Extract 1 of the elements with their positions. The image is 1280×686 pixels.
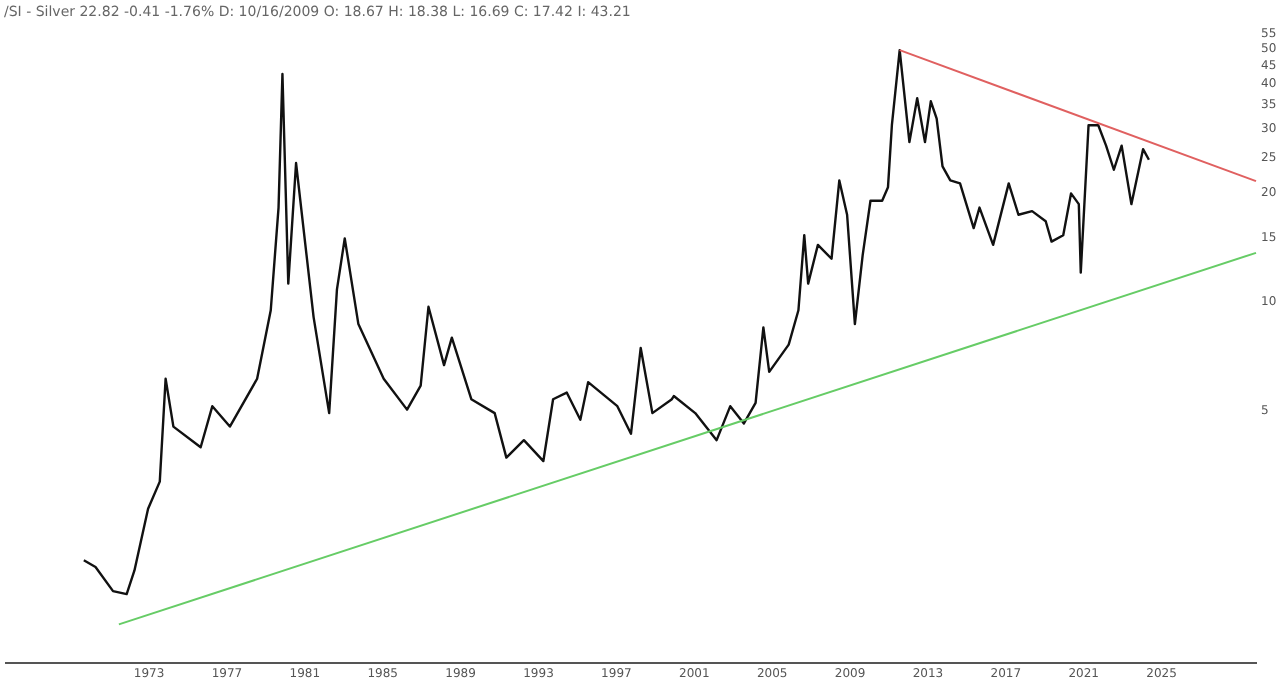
line-series (82, 48, 1151, 596)
